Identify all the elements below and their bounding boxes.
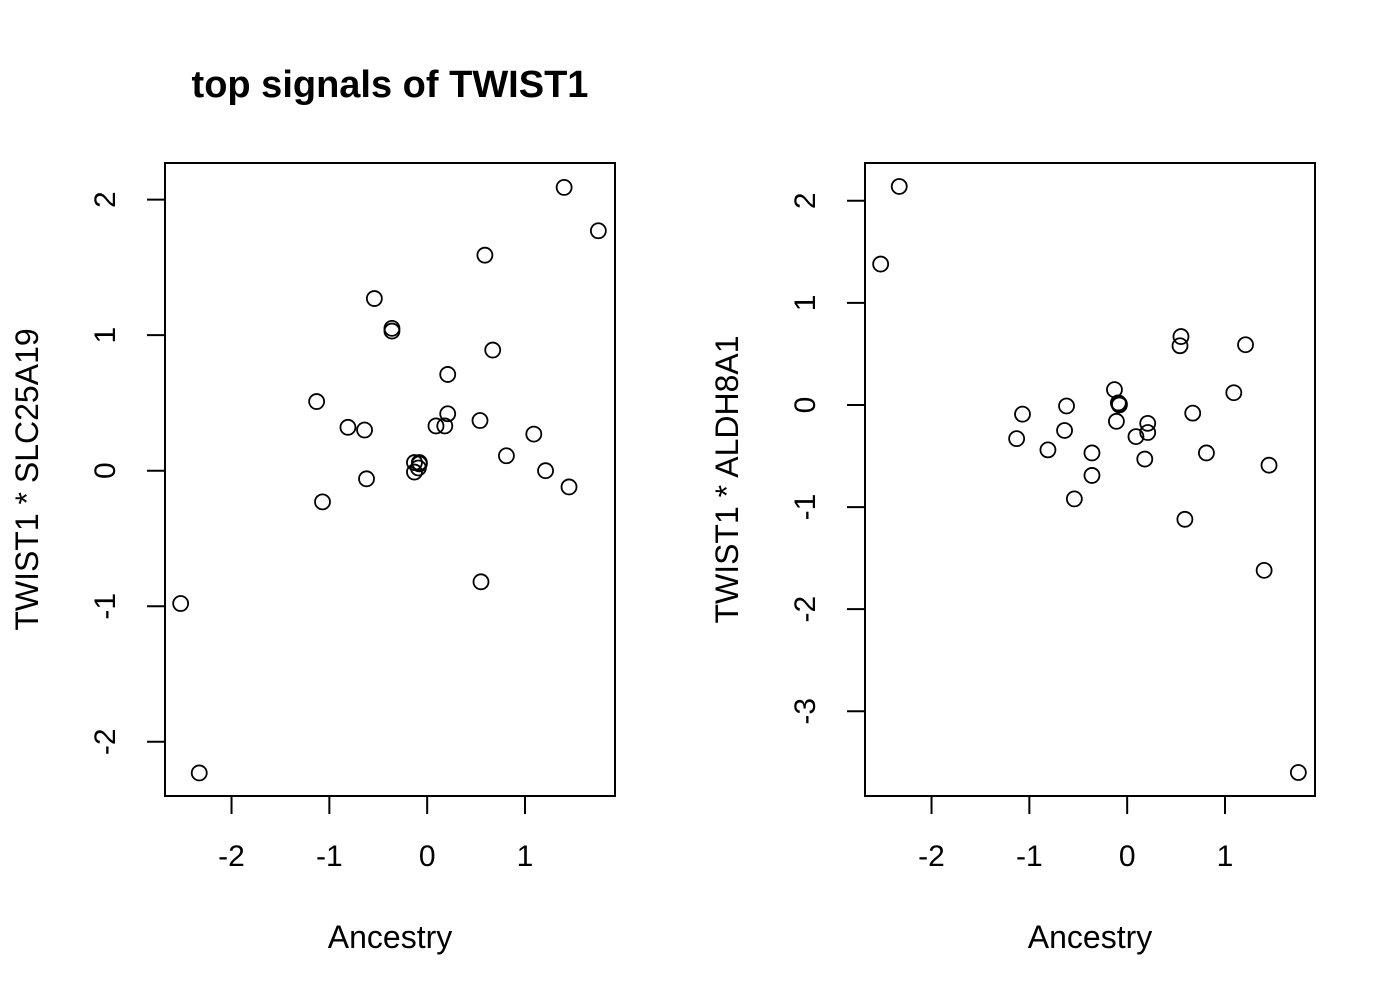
y-tick-label: -2 xyxy=(89,728,122,755)
x-tick-label: 0 xyxy=(1119,840,1136,873)
y-tick-label: 2 xyxy=(89,191,122,208)
data-point xyxy=(1108,412,1125,430)
y-tick-label: -1 xyxy=(89,593,122,620)
data-point xyxy=(1237,336,1254,354)
x-axis-title: Ancestry xyxy=(328,919,452,955)
data-point xyxy=(1083,444,1101,462)
data-point xyxy=(1110,395,1128,413)
x-tick-label: -1 xyxy=(316,840,343,873)
data-point xyxy=(1198,444,1215,462)
y-tick-label: 1 xyxy=(89,327,122,344)
data-point xyxy=(1172,328,1190,345)
data-point xyxy=(439,405,457,423)
data-point xyxy=(406,463,423,481)
x-tick-label: -2 xyxy=(218,840,245,873)
data-point xyxy=(172,595,190,612)
data-point xyxy=(1039,441,1057,459)
data-point xyxy=(358,470,375,488)
x-tick-label: 0 xyxy=(419,840,436,873)
y-axis-title: TWIST1 * ALDH8A1 xyxy=(709,335,745,623)
data-point xyxy=(427,417,445,435)
data-point xyxy=(383,322,401,340)
data-point xyxy=(890,178,908,195)
x-tick-label: 1 xyxy=(517,840,534,873)
y-tick-label: 2 xyxy=(789,192,822,209)
y-tick-label: 0 xyxy=(89,462,122,479)
data-point xyxy=(1260,456,1278,474)
y-tick-label: -2 xyxy=(789,596,822,623)
data-point xyxy=(365,290,383,307)
data-point xyxy=(308,393,326,410)
data-point xyxy=(1058,397,1075,415)
data-point xyxy=(476,246,494,264)
data-point xyxy=(498,447,515,465)
data-point xyxy=(555,178,573,196)
panel-left: -2 -1 0 1 -2 -1 0 1 2 Ancestry TWIST1 * SLC25A19 xyxy=(9,162,616,955)
data-point xyxy=(1136,450,1154,468)
plot-frame xyxy=(864,162,1316,797)
y-axis-title: TWIST1 * SLC25A19 xyxy=(9,328,45,630)
y-tick-label: -3 xyxy=(789,698,822,725)
x-tick-label: -1 xyxy=(1016,840,1043,873)
data-point xyxy=(1289,764,1307,781)
data-point xyxy=(1127,428,1145,446)
x-axis-title: Ancestry xyxy=(1028,919,1152,955)
data-point xyxy=(190,764,208,782)
data-point xyxy=(589,222,607,240)
x-tick-label: -2 xyxy=(918,840,945,873)
y-tick-label: 1 xyxy=(789,295,822,312)
data-point xyxy=(314,493,331,511)
data-point xyxy=(436,417,454,435)
figure-title: top signals of TWIST1 xyxy=(192,64,589,106)
data-point xyxy=(872,255,890,273)
data-point xyxy=(472,573,490,591)
data-point xyxy=(1056,422,1073,439)
data-point xyxy=(1184,404,1202,422)
data-point xyxy=(1171,337,1189,355)
data-point xyxy=(356,421,373,439)
data-point xyxy=(484,341,502,359)
data-point xyxy=(339,418,357,436)
y-tick-label: 0 xyxy=(789,397,822,414)
data-point xyxy=(410,454,428,471)
panel-right: -2 -1 0 1 -3 -2 -1 0 1 2 Ancestry TWIST1 * ALDH8A1 xyxy=(709,162,1316,955)
data-point xyxy=(560,478,578,496)
data-point xyxy=(525,425,543,443)
data-point xyxy=(1139,414,1157,432)
data-point xyxy=(537,462,554,480)
data-point xyxy=(439,366,457,383)
data-point xyxy=(1225,384,1243,402)
data-point xyxy=(1065,490,1083,508)
data-point xyxy=(1083,467,1101,484)
data-point xyxy=(471,412,489,429)
data-point xyxy=(1008,430,1026,448)
plot-frame xyxy=(164,162,616,797)
data-point xyxy=(1255,561,1273,579)
data-point xyxy=(1139,424,1157,441)
y-tick-label: -1 xyxy=(789,494,822,521)
data-point xyxy=(1014,405,1031,423)
data-point xyxy=(1176,510,1194,528)
x-tick-label: 1 xyxy=(1217,840,1234,873)
